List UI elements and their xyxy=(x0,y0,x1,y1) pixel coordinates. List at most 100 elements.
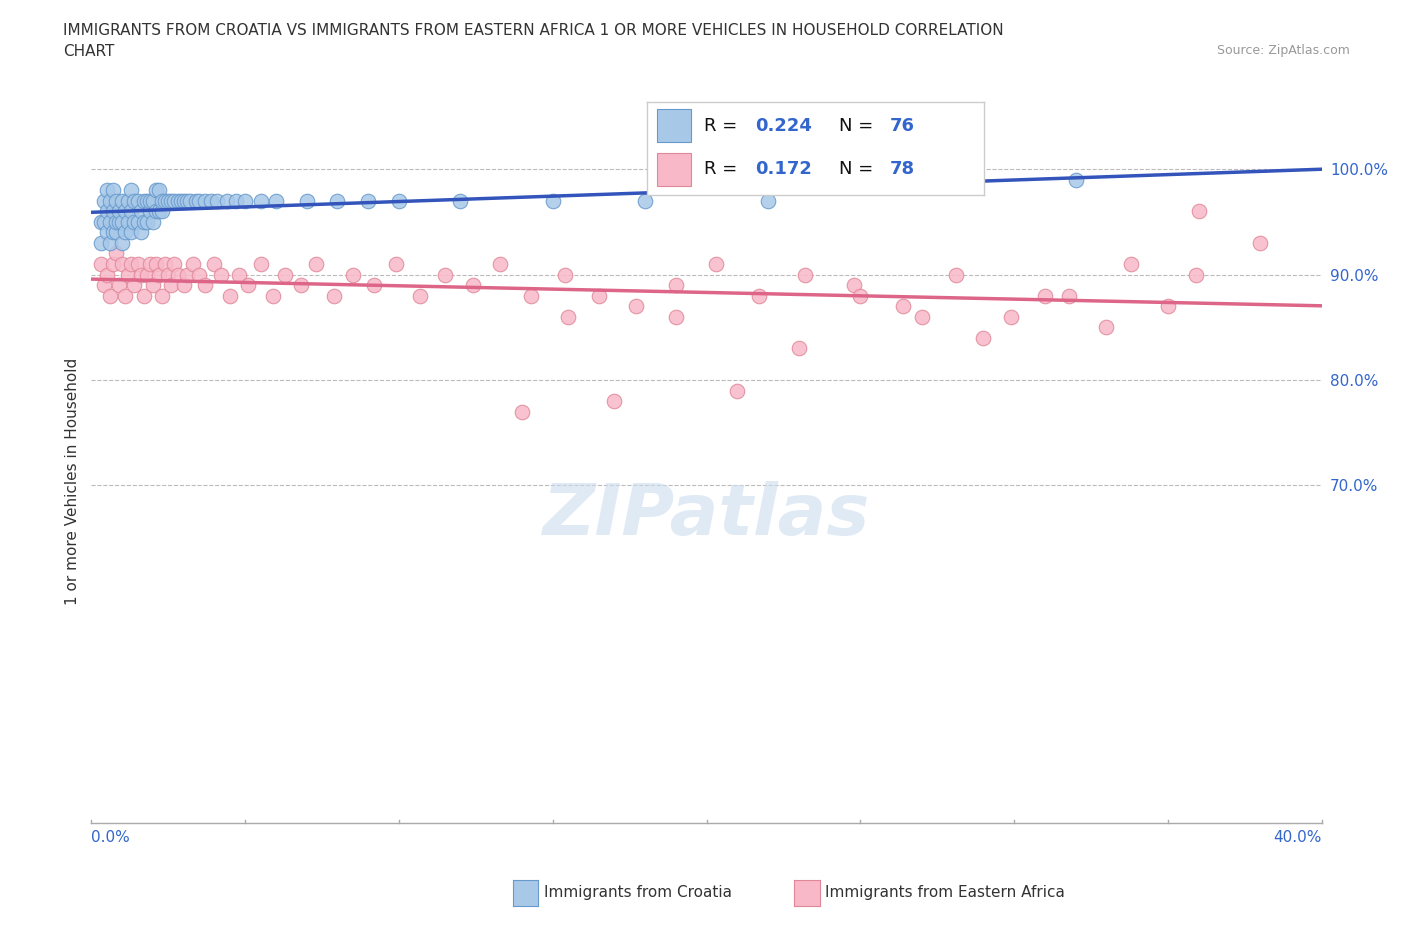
Point xyxy=(238,278,260,293)
Point xyxy=(150,193,173,208)
Point xyxy=(323,288,346,303)
Point xyxy=(725,383,748,398)
Point xyxy=(163,193,186,208)
Point xyxy=(114,225,136,240)
Point xyxy=(105,225,127,240)
Point xyxy=(972,330,994,345)
Point xyxy=(98,214,121,229)
Point xyxy=(120,182,142,197)
Point xyxy=(449,193,471,208)
Point xyxy=(135,214,157,229)
Text: ZIPatlas: ZIPatlas xyxy=(543,481,870,550)
Point xyxy=(787,341,810,356)
Point xyxy=(96,204,118,219)
Point xyxy=(129,267,152,282)
Point xyxy=(150,204,173,219)
Point xyxy=(557,310,579,325)
Point xyxy=(101,225,124,240)
Point xyxy=(1187,204,1209,219)
Point xyxy=(127,257,149,272)
Point xyxy=(793,267,815,282)
Point xyxy=(120,204,142,219)
Point xyxy=(105,246,127,261)
Point xyxy=(111,214,134,229)
Point xyxy=(90,214,112,229)
Text: N =: N = xyxy=(839,160,879,179)
Point xyxy=(290,278,312,293)
Point xyxy=(90,235,112,250)
Point xyxy=(163,257,186,272)
Point xyxy=(295,193,318,208)
Point xyxy=(127,214,149,229)
Point xyxy=(160,193,183,208)
Point xyxy=(129,225,152,240)
Point xyxy=(264,193,287,208)
Point xyxy=(461,278,484,293)
Point xyxy=(157,193,180,208)
Point xyxy=(489,257,512,272)
Point xyxy=(1059,288,1081,303)
Point xyxy=(132,288,155,303)
Point xyxy=(911,310,934,325)
Point xyxy=(96,182,118,197)
Bar xyxy=(657,109,690,142)
Text: CHART: CHART xyxy=(63,44,115,59)
Point xyxy=(1249,235,1271,250)
Y-axis label: 1 or more Vehicles in Household: 1 or more Vehicles in Household xyxy=(65,358,80,604)
Point xyxy=(169,193,191,208)
Point xyxy=(357,193,380,208)
Point xyxy=(101,182,124,197)
Point xyxy=(188,267,211,282)
Text: 78: 78 xyxy=(890,160,915,179)
Point xyxy=(135,193,157,208)
Point xyxy=(554,267,576,282)
Point xyxy=(153,193,177,208)
Text: Source: ZipAtlas.com: Source: ZipAtlas.com xyxy=(1216,44,1350,57)
Point xyxy=(233,193,256,208)
Point xyxy=(262,288,284,303)
Point xyxy=(148,204,170,219)
Point xyxy=(124,278,146,293)
Point xyxy=(849,288,872,303)
Point xyxy=(1064,172,1087,187)
Point xyxy=(665,310,688,325)
Point xyxy=(179,193,201,208)
Point xyxy=(145,182,167,197)
Point xyxy=(90,257,112,272)
Point xyxy=(249,257,271,272)
Point xyxy=(215,193,238,208)
Point xyxy=(194,278,217,293)
Point xyxy=(173,193,195,208)
Point xyxy=(181,257,204,272)
Point xyxy=(98,235,121,250)
Point xyxy=(111,193,134,208)
Point xyxy=(200,193,222,208)
Point xyxy=(98,193,121,208)
Point xyxy=(363,278,385,293)
Point xyxy=(101,257,124,272)
Point xyxy=(108,278,131,293)
Point xyxy=(665,278,688,293)
Point xyxy=(114,204,136,219)
Point xyxy=(157,267,180,282)
Point xyxy=(114,288,136,303)
Point xyxy=(842,278,865,293)
Point xyxy=(756,193,779,208)
Point xyxy=(142,278,165,293)
Point xyxy=(326,193,349,208)
Point xyxy=(129,204,152,219)
Point xyxy=(93,214,115,229)
Text: Immigrants from Croatia: Immigrants from Croatia xyxy=(544,885,733,900)
Text: 0.224: 0.224 xyxy=(755,116,811,135)
Point xyxy=(101,204,124,219)
Point xyxy=(209,267,232,282)
Point xyxy=(117,214,139,229)
Point xyxy=(704,257,727,272)
Point xyxy=(1184,267,1206,282)
Text: 76: 76 xyxy=(890,116,915,135)
Point xyxy=(434,267,457,282)
Point xyxy=(150,288,173,303)
Point xyxy=(388,193,411,208)
Point xyxy=(305,257,328,272)
Point xyxy=(148,182,170,197)
